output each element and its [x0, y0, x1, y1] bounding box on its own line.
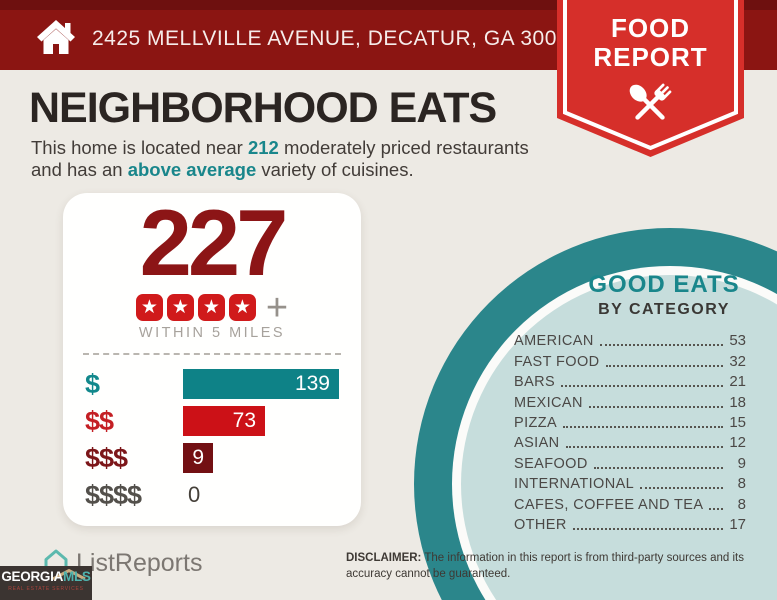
category-row: SEAFOOD 9: [514, 452, 746, 472]
dotted-leader: [709, 507, 723, 510]
restaurant-count: 212: [247, 137, 279, 158]
category-label: BARS: [514, 374, 556, 391]
category-label: MEXICAN: [514, 394, 583, 411]
category-label: INTERNATIONAL: [514, 476, 635, 493]
mls-tagline: REAL ESTATE SERVICES: [8, 586, 84, 592]
category-row: PIZZA 15: [514, 412, 746, 432]
good-eats-title: GOOD EATS: [588, 271, 740, 298]
summary-card: 227 ★ ★ ★ ★ + WITHIN 5 MILES $139 $$ 73 $$$ 9 $$…: [63, 193, 361, 526]
disclaimer-label: DISCLAIMER:: [346, 552, 422, 564]
dotted-leader: [572, 527, 723, 530]
category-value: 8: [737, 475, 746, 493]
dotted-leader: [593, 466, 723, 469]
price-tier-label: $$: [85, 405, 114, 436]
mls-roof-icon: [52, 567, 86, 585]
dotted-leader: [588, 405, 723, 408]
category-row: ASIAN 12: [514, 432, 746, 452]
category-row: BARS 21: [514, 371, 746, 391]
food-report-ribbon: FOOD REPORT: [557, 0, 744, 157]
category-value: 15: [729, 413, 746, 431]
disclaimer-text: DISCLAIMER: The information in this repo…: [346, 552, 744, 580]
price-tier-value: 9: [192, 446, 204, 469]
category-row: INTERNATIONAL 8: [514, 473, 746, 493]
price-tier-label: $: [85, 368, 100, 399]
bar-zone: 73: [183, 406, 339, 436]
ribbon-shape: [557, 0, 744, 157]
price-tier-bar: 73: [183, 406, 265, 436]
price-tier-bar: 139: [183, 369, 339, 399]
price-tier-row: $139: [85, 369, 339, 399]
category-value: 9: [737, 454, 746, 472]
category-row: CAFES, COFFEE AND TEA 8: [514, 493, 746, 513]
category-row: OTHER 17: [514, 514, 746, 534]
category-value: 53: [729, 332, 746, 350]
category-list: AMERICAN 53 FAST FOOD 32 BARS 21 MEXICAN 18 PIZZ…: [514, 330, 746, 534]
category-value: 12: [729, 434, 746, 452]
price-tier-value: 73: [232, 409, 256, 432]
category-label: SEAFOOD: [514, 455, 588, 472]
category-label: FAST FOOD: [514, 353, 600, 370]
price-tier-row: $$$ 9: [85, 443, 339, 473]
price-tier-row: $$ 73: [85, 406, 339, 436]
home-icon: [36, 19, 76, 60]
intro-post: variety of cuisines.: [256, 158, 414, 180]
price-tier-bar: 9: [183, 443, 213, 473]
price-tier-chart: $139 $$ 73 $$$ 9 $$$$ 0: [63, 355, 361, 510]
category-value: 21: [729, 373, 746, 391]
page-title: NEIGHBORHOOD EATS: [29, 84, 497, 132]
price-tier-value: 139: [294, 372, 330, 395]
georgia-mls-logo: GEORGIAMLS REAL ESTATE SERVICES: [0, 566, 92, 600]
price-tier-label: $$$: [85, 442, 128, 473]
category-row: FAST FOOD 32: [514, 350, 746, 370]
category-label: AMERICAN: [514, 333, 594, 350]
property-address: 2425 MELLVILLE AVENUE, DECATUR, GA 30032: [92, 27, 582, 50]
spoon-fork-icon: [618, 74, 682, 141]
star-icon: ★: [197, 294, 225, 321]
total-restaurants: 227: [139, 190, 289, 295]
radius-label: WITHIN 5 MILES: [138, 325, 286, 341]
star-rating: ★ ★ ★ ★: [135, 294, 256, 321]
plus-icon: +: [265, 286, 289, 329]
category-value: 17: [729, 515, 746, 533]
category-row: MEXICAN 18: [514, 391, 746, 411]
bar-zone: 139: [183, 369, 339, 399]
bar-zone: 9: [183, 443, 339, 473]
category-label: PIZZA: [514, 414, 558, 431]
dotted-leader: [561, 385, 723, 388]
star-icon: ★: [228, 294, 256, 321]
category-value: 8: [737, 495, 746, 513]
listreports-logo: ListReports: [42, 548, 202, 579]
good-eats-panel: GOOD EATS BY CATEGORY AMERICAN 53 FAST FOO…: [514, 271, 746, 534]
dashed-divider: [83, 353, 341, 355]
ribbon-line-2: REPORT: [593, 42, 708, 72]
mls-wordmark: GEORGIAMLS: [1, 569, 91, 584]
category-label: CAFES, COFFEE AND TEA: [514, 496, 704, 513]
category-value: 32: [729, 352, 746, 370]
bar-zone: 0: [183, 480, 339, 510]
dotted-leader: [563, 425, 723, 428]
price-tier-label: $$$$: [85, 479, 142, 510]
price-tier-value: 0: [188, 482, 201, 507]
dotted-leader: [565, 446, 723, 449]
category-label: OTHER: [514, 516, 567, 533]
ribbon-line-1: FOOD: [610, 13, 691, 43]
dotted-leader: [599, 344, 723, 347]
star-icon: ★: [135, 294, 163, 321]
stars-row: ★ ★ ★ ★ +: [63, 286, 361, 329]
good-eats-subtitle: BY CATEGORY: [598, 301, 730, 318]
price-tier-row: $$$$ 0: [85, 480, 339, 510]
intro-text: This home is located near 212 moderately…: [31, 137, 555, 180]
category-value: 18: [729, 393, 746, 411]
intro-pre: This home is located near: [31, 137, 248, 158]
category-label: ASIAN: [514, 435, 560, 452]
star-icon: ★: [166, 294, 194, 321]
intro-mid: moderately priced restaurants and has an: [31, 137, 529, 180]
category-row: AMERICAN 53: [514, 330, 746, 350]
listreports-wordmark: ListReports: [76, 549, 203, 577]
dotted-leader: [640, 487, 723, 490]
dotted-leader: [605, 364, 723, 367]
variety-highlight: above average: [127, 158, 257, 180]
